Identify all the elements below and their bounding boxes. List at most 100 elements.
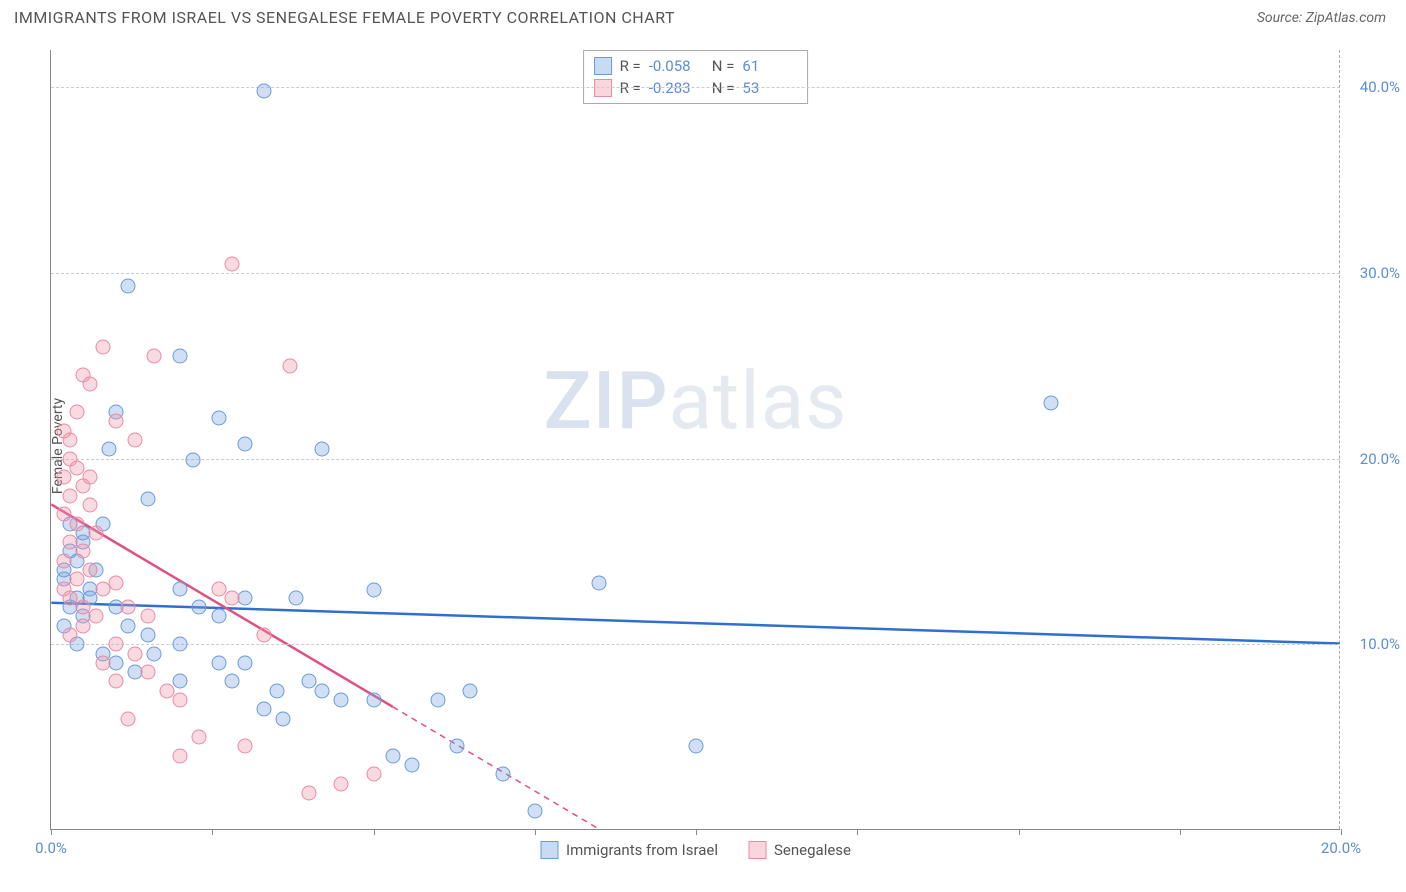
legend-correlation-row: R =-0.058N =61	[594, 55, 798, 77]
scatter-point	[56, 581, 71, 596]
scatter-point	[69, 516, 84, 531]
xtick-mark	[1019, 829, 1020, 835]
scatter-point	[140, 492, 155, 507]
scatter-point	[256, 702, 271, 717]
scatter-point	[689, 739, 704, 754]
scatter-point	[69, 572, 84, 587]
legend-swatch	[540, 841, 558, 859]
chart-title: IMMIGRANTS FROM ISRAEL VS SENEGALESE FEM…	[14, 8, 675, 27]
scatter-point	[463, 683, 478, 698]
scatter-point	[237, 739, 252, 754]
xtick-mark	[51, 829, 52, 835]
watermark-zip: ZIP	[544, 354, 669, 448]
scatter-point	[127, 433, 142, 448]
xtick-mark	[1180, 829, 1181, 835]
scatter-point	[76, 600, 91, 615]
ytick-label: 40.0%	[1360, 78, 1400, 96]
scatter-point	[302, 785, 317, 800]
xtick-mark	[857, 829, 858, 835]
gridline-h	[51, 644, 1340, 645]
scatter-point	[592, 576, 607, 591]
legend-correlation: R =-0.058N =61R =-0.283N =53	[583, 50, 809, 104]
scatter-point	[282, 358, 297, 373]
xtick-mark	[212, 829, 213, 835]
scatter-point	[121, 600, 136, 615]
scatter-point	[431, 693, 446, 708]
chart-plot-area: ZIPatlas R =-0.058N =61R =-0.283N =53 Im…	[50, 50, 1340, 830]
legend-series: Immigrants from Israel Senegalese	[540, 841, 851, 859]
gridline-h	[51, 273, 1340, 274]
scatter-point	[224, 674, 239, 689]
scatter-point	[147, 349, 162, 364]
scatter-point	[95, 340, 110, 355]
scatter-point	[237, 655, 252, 670]
scatter-point	[237, 436, 252, 451]
scatter-point	[82, 377, 97, 392]
scatter-point	[211, 410, 226, 425]
scatter-point	[82, 470, 97, 485]
scatter-point	[56, 423, 71, 438]
scatter-point	[237, 590, 252, 605]
scatter-point	[224, 256, 239, 271]
gridline-h	[51, 87, 1340, 88]
scatter-point	[121, 278, 136, 293]
scatter-point	[289, 590, 304, 605]
scatter-point	[211, 609, 226, 624]
scatter-point	[366, 693, 381, 708]
watermark-atlas: atlas	[669, 354, 848, 448]
scatter-point	[121, 618, 136, 633]
scatter-point	[140, 628, 155, 643]
scatter-point	[334, 693, 349, 708]
xtick-mark	[374, 829, 375, 835]
scatter-point	[82, 563, 97, 578]
scatter-point	[76, 618, 91, 633]
legend-swatch	[594, 57, 612, 75]
scatter-point	[314, 442, 329, 457]
ytick-label: 20.0%	[1360, 450, 1400, 468]
xtick-mark	[696, 829, 697, 835]
scatter-point	[269, 683, 284, 698]
legend-series-item: Immigrants from Israel	[540, 841, 718, 859]
scatter-point	[276, 711, 291, 726]
scatter-point	[173, 349, 188, 364]
scatter-point	[63, 488, 78, 503]
scatter-point	[173, 693, 188, 708]
scatter-point	[224, 590, 239, 605]
right-gridline	[1339, 50, 1340, 829]
scatter-point	[147, 646, 162, 661]
scatter-point	[256, 83, 271, 98]
scatter-point	[108, 576, 123, 591]
scatter-point	[334, 776, 349, 791]
scatter-point	[527, 804, 542, 819]
scatter-point	[140, 665, 155, 680]
scatter-point	[385, 748, 400, 763]
legend-series-item: Senegalese	[748, 841, 851, 859]
scatter-point	[192, 730, 207, 745]
source-label: Source: ZipAtlas.com	[1257, 10, 1386, 26]
scatter-point	[366, 583, 381, 598]
scatter-point	[173, 674, 188, 689]
scatter-point	[69, 405, 84, 420]
scatter-point	[450, 739, 465, 754]
ytick-label: 30.0%	[1360, 264, 1400, 282]
scatter-point	[173, 581, 188, 596]
scatter-point	[76, 544, 91, 559]
scatter-point	[173, 637, 188, 652]
scatter-point	[405, 758, 420, 773]
ytick-label: 10.0%	[1360, 635, 1400, 653]
legend-swatch	[748, 841, 766, 859]
scatter-point	[108, 655, 123, 670]
scatter-point	[102, 442, 117, 457]
scatter-point	[495, 767, 510, 782]
legend-series-label: Immigrants from Israel	[566, 841, 718, 859]
legend-series-label: Senegalese	[774, 841, 851, 859]
scatter-point	[256, 628, 271, 643]
scatter-point	[89, 525, 104, 540]
xtick-mark	[535, 829, 536, 835]
scatter-point	[108, 674, 123, 689]
scatter-point	[56, 470, 71, 485]
scatter-point	[1043, 395, 1058, 410]
scatter-point	[108, 637, 123, 652]
scatter-point	[56, 553, 71, 568]
xtick-label: 20.0%	[1321, 839, 1361, 857]
